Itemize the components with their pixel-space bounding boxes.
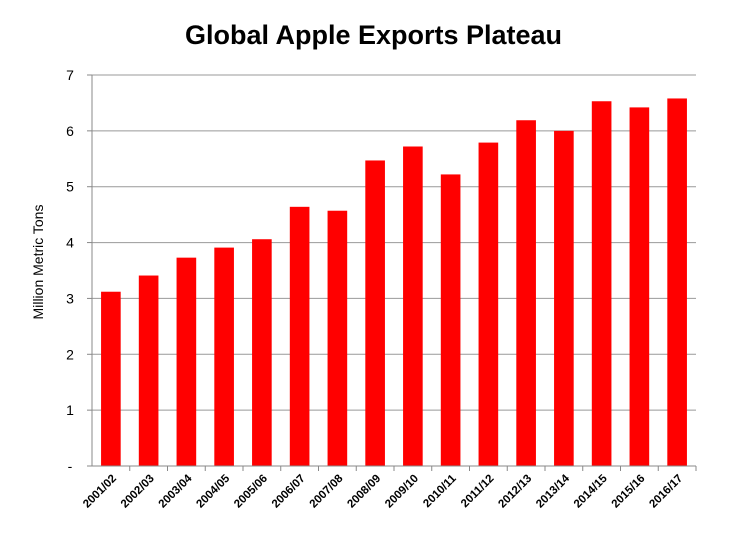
x-tick-label: 2002/03 (119, 473, 157, 511)
bar-2003-04 (176, 257, 197, 466)
bar-2002-03 (138, 275, 159, 466)
x-tick-label: 2011/12 (459, 473, 496, 510)
x-tick-label: 2007/08 (308, 472, 346, 510)
bar-2012-13 (516, 120, 536, 466)
bar-2014-15 (591, 101, 612, 466)
x-tick-label: 2016/17 (647, 473, 685, 511)
y-tick-label: 3 (66, 290, 74, 306)
bar-2015-16 (629, 107, 650, 466)
bar-2009-10 (403, 146, 423, 467)
bar-2010-11 (440, 174, 461, 466)
x-tick-label: 2006/07 (270, 473, 308, 511)
x-tick-label: 2014/15 (572, 472, 610, 510)
bar-2013-14 (554, 130, 574, 466)
bar-2005-06 (252, 239, 272, 466)
y-tick-label: 2 (66, 346, 74, 362)
bar-2007-08 (327, 210, 348, 466)
y-tick-label: 6 (66, 123, 74, 139)
bar-2006-07 (289, 206, 310, 466)
y-tick-labels: - 1 2 3 4 5 6 7 (66, 67, 92, 474)
bar-2004-05 (214, 247, 234, 466)
x-tick-labels: 2001/02 2002/03 2003/04 2004/05 2005/06 2006/… (81, 466, 697, 511)
x-tick-label: 2015/16 (610, 473, 648, 511)
y-tick-label: 5 (66, 179, 74, 195)
x-tick-label: 2010/11 (421, 472, 459, 510)
y-axis-title: Million Metric Tons (30, 205, 46, 320)
y-tick-label: 7 (66, 67, 74, 83)
y-tick-label: 4 (66, 235, 74, 251)
x-tick-label: 2013/14 (534, 472, 572, 510)
bar-2011-12 (478, 142, 499, 466)
bar-2001-02 (101, 291, 121, 466)
x-tick-label: 2012/13 (496, 473, 534, 511)
x-tick-label: 2009/10 (383, 473, 421, 511)
x-tick-label: 2005/06 (232, 473, 270, 511)
x-tick-label: 2004/05 (194, 472, 232, 510)
y-tick-label: 1 (66, 402, 74, 418)
x-tick-label: 2008/09 (345, 473, 383, 511)
bar-2008-09 (365, 160, 385, 466)
bar-2016-17 (667, 98, 687, 467)
bars (101, 98, 687, 467)
x-tick-label: 2003/04 (157, 472, 195, 510)
x-tick-label: 2001/02 (81, 473, 119, 511)
y-tick-label: - (68, 458, 73, 474)
chart-title: Global Apple Exports Plateau (184, 20, 563, 50)
